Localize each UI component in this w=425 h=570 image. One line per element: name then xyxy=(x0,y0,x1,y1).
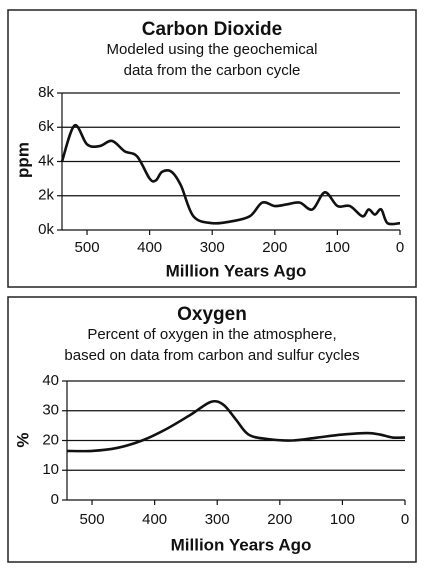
y-tick-label: 2k xyxy=(38,187,54,204)
x-tick-label: 0 xyxy=(396,239,404,256)
x-tick-label: 0 xyxy=(401,511,409,528)
x-tick-label: 500 xyxy=(80,511,105,528)
y-tick-label: 30 xyxy=(42,402,59,419)
x-tick-label: 300 xyxy=(200,239,225,256)
chart-subtitle: based on data from carbon and sulfur cyc… xyxy=(64,347,359,364)
chart-title: Oxygen xyxy=(177,304,247,325)
y-axis-label: % xyxy=(13,432,32,447)
x-tick-label: 400 xyxy=(137,239,162,256)
x-tick-label: 300 xyxy=(205,511,230,528)
data-line xyxy=(66,399,406,453)
chart-subtitle: data from the carbon cycle xyxy=(124,62,301,79)
y-tick-label: 40 xyxy=(42,372,59,389)
y-tick-label: 4k xyxy=(38,152,54,169)
x-tick-label: 400 xyxy=(142,511,167,528)
x-tick-label: 100 xyxy=(325,239,350,256)
y-tick-label: 8k xyxy=(38,84,54,101)
x-axis-label: Million Years Ago xyxy=(171,535,312,554)
x-tick-label: 100 xyxy=(330,511,355,528)
chart-subtitle: Percent of oxygen in the atmosphere, xyxy=(87,326,336,343)
panel-frame xyxy=(7,9,417,288)
panel-frame xyxy=(7,296,417,563)
x-tick-label: 200 xyxy=(262,239,287,256)
y-axis-label: ppm xyxy=(13,142,32,178)
y-tick-label: 20 xyxy=(42,431,59,448)
chart-subtitle: Modeled using the geochemical xyxy=(107,41,318,58)
data-line xyxy=(60,124,401,226)
y-tick-label: 6k xyxy=(38,118,54,135)
y-tick-label: 10 xyxy=(42,461,59,478)
x-tick-label: 500 xyxy=(75,239,100,256)
x-axis-label: Million Years Ago xyxy=(166,261,307,280)
y-tick-label: 0k xyxy=(38,221,54,238)
y-tick-label: 0 xyxy=(51,491,59,508)
x-tick-label: 200 xyxy=(267,511,292,528)
chart-title: Carbon Dioxide xyxy=(142,19,282,40)
